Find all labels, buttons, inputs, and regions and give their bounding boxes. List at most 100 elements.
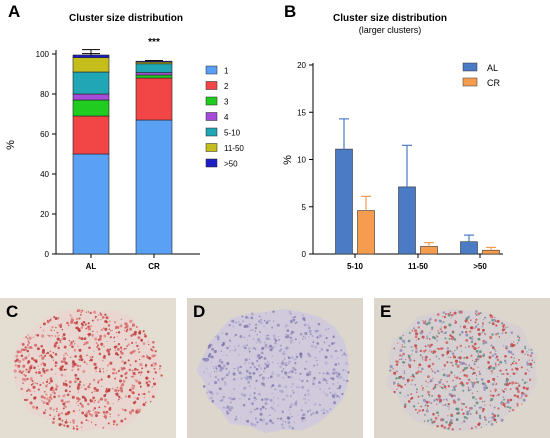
stain-dot (516, 395, 520, 398)
stain-dot (516, 372, 518, 374)
stain-dot (306, 379, 309, 383)
stain-dot (450, 418, 453, 422)
stain-dot (35, 406, 39, 409)
stain-dot (263, 325, 265, 328)
significance-annotation: *** (148, 37, 160, 48)
stain-dot (226, 410, 229, 413)
stain-dot (148, 357, 150, 360)
stain-dot (35, 334, 37, 336)
stain-dot (501, 401, 503, 404)
stain-dot (98, 399, 100, 401)
stain-dot (59, 365, 63, 369)
stain-dot (264, 362, 267, 366)
stain-dot (95, 370, 97, 373)
stain-dot (414, 344, 418, 348)
stain-dot (82, 321, 86, 324)
stain-dot (28, 368, 31, 372)
stain-dot (42, 382, 45, 384)
stain-dot (509, 345, 512, 348)
stain-dot (454, 349, 456, 352)
stain-dot (450, 317, 452, 319)
stain-dot (282, 376, 285, 379)
stain-dot (24, 346, 27, 349)
stain-dot (476, 390, 479, 393)
stain-dot (447, 356, 449, 358)
stain-dot (212, 393, 214, 395)
stain-dot (292, 392, 295, 394)
stain-dot (332, 395, 336, 399)
stain-dot (415, 332, 419, 336)
stain-dot (491, 354, 494, 358)
stain-dot (449, 311, 452, 314)
stain-dot (147, 343, 150, 346)
stain-dot (22, 388, 24, 390)
stain-dot (259, 412, 263, 416)
y-tick-label: 20 (297, 61, 306, 70)
stain-dot (281, 360, 285, 363)
legend-label: AL (487, 63, 498, 73)
stain-dot (94, 317, 96, 319)
stain-dot (463, 415, 467, 419)
stain-dot (454, 376, 456, 379)
stain-dot (211, 400, 215, 403)
stain-dot (41, 400, 43, 402)
stain-dot (285, 333, 287, 335)
stain-dot (254, 327, 257, 330)
stain-dot (239, 385, 241, 387)
stain-dot (287, 356, 291, 360)
stain-dot (258, 356, 261, 360)
stain-dot (101, 359, 104, 362)
stain-dot (460, 408, 464, 411)
legend-swatch (462, 77, 478, 87)
stain-dot (73, 343, 76, 345)
x-tick-label: 5-10 (347, 262, 364, 271)
stain-dot (415, 371, 419, 375)
stain-dot (411, 353, 413, 355)
stain-dot (491, 318, 494, 322)
stain-dot (256, 407, 259, 410)
stain-dot (42, 348, 45, 352)
stain-dot (491, 372, 493, 374)
stain-dot (482, 339, 486, 343)
stain-dot (25, 368, 28, 371)
stain-dot (62, 382, 65, 385)
stain-dot (221, 377, 224, 381)
stain-dot (56, 331, 59, 334)
stain-dot (134, 360, 137, 363)
stain-dot (437, 330, 439, 332)
stain-dot (439, 328, 442, 331)
stain-dot (302, 317, 306, 321)
stain-dot (407, 363, 410, 365)
stain-dot (120, 374, 123, 378)
stain-dot (470, 389, 472, 391)
stain-dot (288, 409, 290, 411)
stain-dot (259, 366, 263, 370)
stain-dot (272, 334, 276, 338)
stain-dot (45, 393, 48, 396)
stain-dot (455, 362, 458, 366)
stain-dot (253, 396, 257, 400)
stain-dot (116, 332, 118, 334)
stain-dot (282, 398, 285, 401)
stain-dot (492, 394, 495, 398)
stain-dot (78, 409, 81, 411)
stain-dot (279, 349, 282, 352)
stain-dot (471, 344, 475, 348)
stain-dot (36, 333, 40, 337)
stain-dot (513, 343, 516, 347)
stain-dot (336, 387, 339, 390)
stain-dot (265, 407, 267, 410)
stain-dot (120, 389, 124, 393)
stain-dot (127, 343, 131, 346)
stain-dot (423, 413, 426, 416)
stain-dot (60, 360, 64, 363)
stain-dot (446, 347, 450, 350)
stain-dot (511, 345, 514, 348)
stain-dot (212, 367, 215, 370)
stain-dot (77, 368, 80, 371)
stain-dot (459, 371, 462, 374)
stain-dot (211, 347, 215, 351)
stain-dot (78, 317, 81, 320)
stain-dot (90, 413, 94, 417)
stain-dot (446, 351, 450, 355)
